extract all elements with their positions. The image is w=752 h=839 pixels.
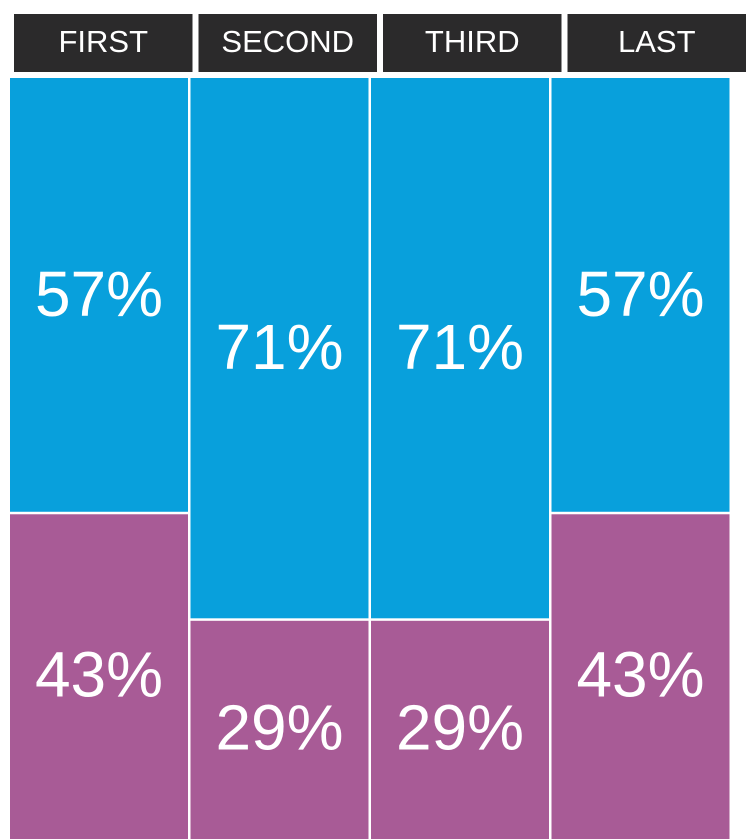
data-label: 43% [576,638,704,710]
bar-segment [551,78,730,512]
bar-segment [190,620,369,839]
bar-segment [10,78,188,512]
data-label: 57% [35,258,163,330]
header-box [567,14,746,72]
x-tick-label: SECOND [221,24,354,59]
data-label: 29% [215,692,343,764]
header-box [14,14,193,72]
data-label: 43% [35,638,163,710]
bar-segment [371,620,549,839]
data-label: 29% [396,692,524,764]
header-box [383,14,562,72]
data-label: 71% [215,311,343,383]
x-tick-label: THIRD [425,24,520,59]
data-label: 71% [396,311,524,383]
bar-segment [190,78,369,619]
bar-segment [10,514,188,839]
x-tick-label: FIRST [58,24,148,59]
bar-segment [371,78,549,619]
x-tick-label: LAST [618,24,696,59]
header-box [198,14,377,72]
data-label: 57% [576,258,704,330]
bar-segment [551,514,730,839]
